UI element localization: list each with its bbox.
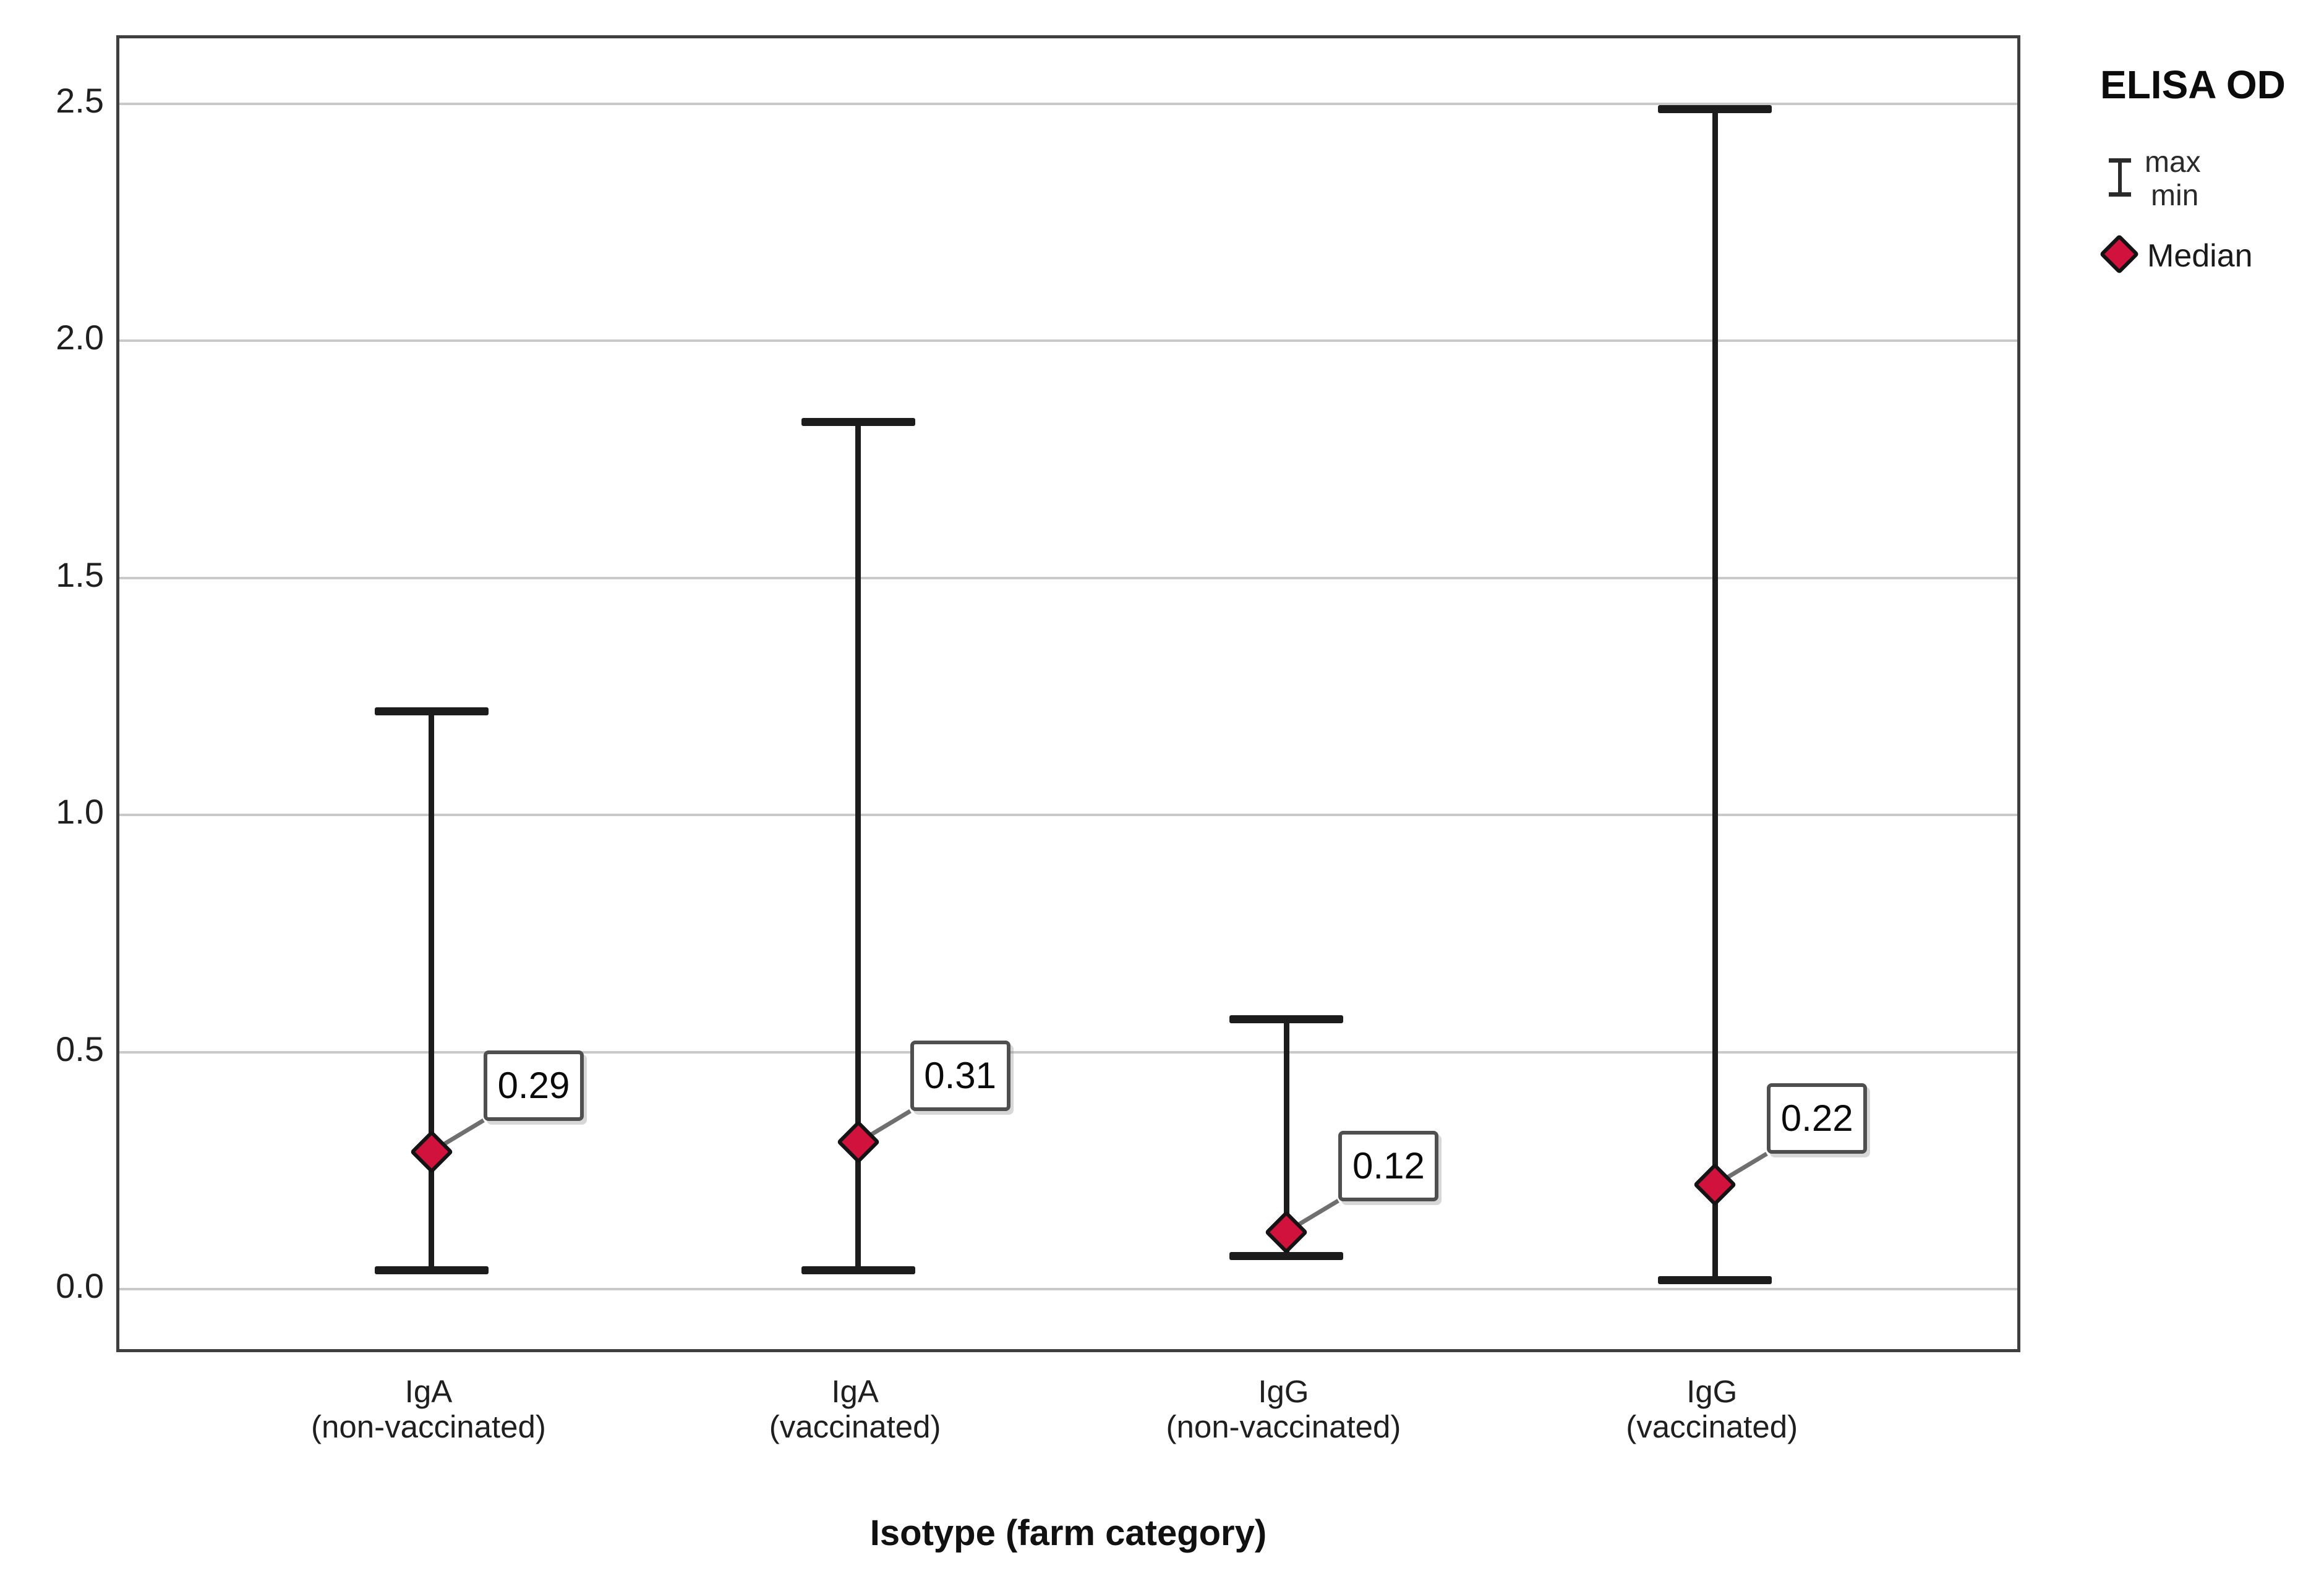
legend-median-label: Median [2147, 238, 2253, 274]
y-tick-label-2.5: 2.5 [56, 81, 104, 120]
max-cap [374, 707, 489, 715]
category-farm-line: (non-vaccinated) [311, 1409, 546, 1444]
y-tick-label-2.0: 2.0 [56, 318, 104, 357]
median-value-label: 0.31 [910, 1041, 1010, 1112]
y-tick-label-1.0: 1.0 [56, 792, 104, 832]
min-cap [801, 1266, 915, 1275]
plot-area: 0.29 0.31 0.12 0.22 [116, 35, 2020, 1352]
x-category-label-IgG-vaccinated: IgG (vaccinated) [1520, 1374, 1903, 1444]
min-cap [1229, 1252, 1344, 1261]
range-icon-bottom-cap [2109, 192, 2131, 197]
median-diamond-marker [1693, 1162, 1737, 1207]
max-cap [801, 417, 915, 426]
range-icon [2109, 158, 2131, 197]
category-isotype-line: IgG [1686, 1374, 1738, 1409]
median-value-label: 0.29 [483, 1050, 584, 1121]
x-category-label-IgG-non-vaccinated: IgG (non-vaccinated) [1092, 1374, 1475, 1444]
category-farm-line: (vaccinated) [1626, 1409, 1798, 1444]
gridline-2.5 [119, 103, 2017, 105]
y-tick-label-0.5: 0.5 [56, 1029, 104, 1068]
legend-title: ELISA OD [2100, 62, 2286, 107]
gridline-0.5 [119, 1050, 2017, 1054]
whisker-range-line [429, 710, 435, 1271]
whisker-range-line [1712, 108, 1718, 1280]
median-diamond-marker [1265, 1210, 1309, 1254]
median-value-label: 0.12 [1338, 1130, 1439, 1201]
category-isotype-line: IgA [831, 1374, 879, 1409]
median-value-label: 0.22 [1767, 1083, 1868, 1154]
median-diamond-marker [409, 1130, 454, 1173]
gridline-1.5 [119, 576, 2017, 579]
x-category-label-IgA-vaccinated: IgA (vaccinated) [664, 1374, 1047, 1444]
gridline-2.0 [119, 339, 2017, 343]
category-isotype-line: IgG [1258, 1374, 1309, 1409]
legend-range-labels: max min [2145, 146, 2201, 213]
category-farm-line: (non-vaccinated) [1166, 1409, 1401, 1444]
gridline-0.0 [119, 1288, 2017, 1290]
category-isotype-line: IgA [404, 1374, 453, 1409]
legend-max-label: max [2145, 146, 2201, 179]
min-cap [374, 1266, 489, 1275]
x-category-label-IgA-non-vaccinated: IgA (non-vaccinated) [237, 1374, 620, 1444]
x-axis-title: Isotype (farm category) [869, 1513, 1267, 1553]
max-cap [1658, 104, 1772, 113]
y-tick-label-1.5: 1.5 [56, 555, 104, 594]
gridline-1.0 [119, 814, 2017, 817]
category-farm-line: (vaccinated) [769, 1409, 941, 1444]
whisker-range-line [855, 421, 861, 1271]
range-icon-line [2118, 158, 2122, 197]
median-diamond-icon [2099, 234, 2140, 275]
whisker-range-line [1283, 1018, 1289, 1256]
median-diamond-marker [836, 1120, 880, 1164]
min-cap [1658, 1276, 1772, 1284]
max-cap [1229, 1015, 1344, 1023]
y-tick-label-0.0: 0.0 [56, 1266, 104, 1305]
legend-min-label: min [2151, 179, 2199, 212]
